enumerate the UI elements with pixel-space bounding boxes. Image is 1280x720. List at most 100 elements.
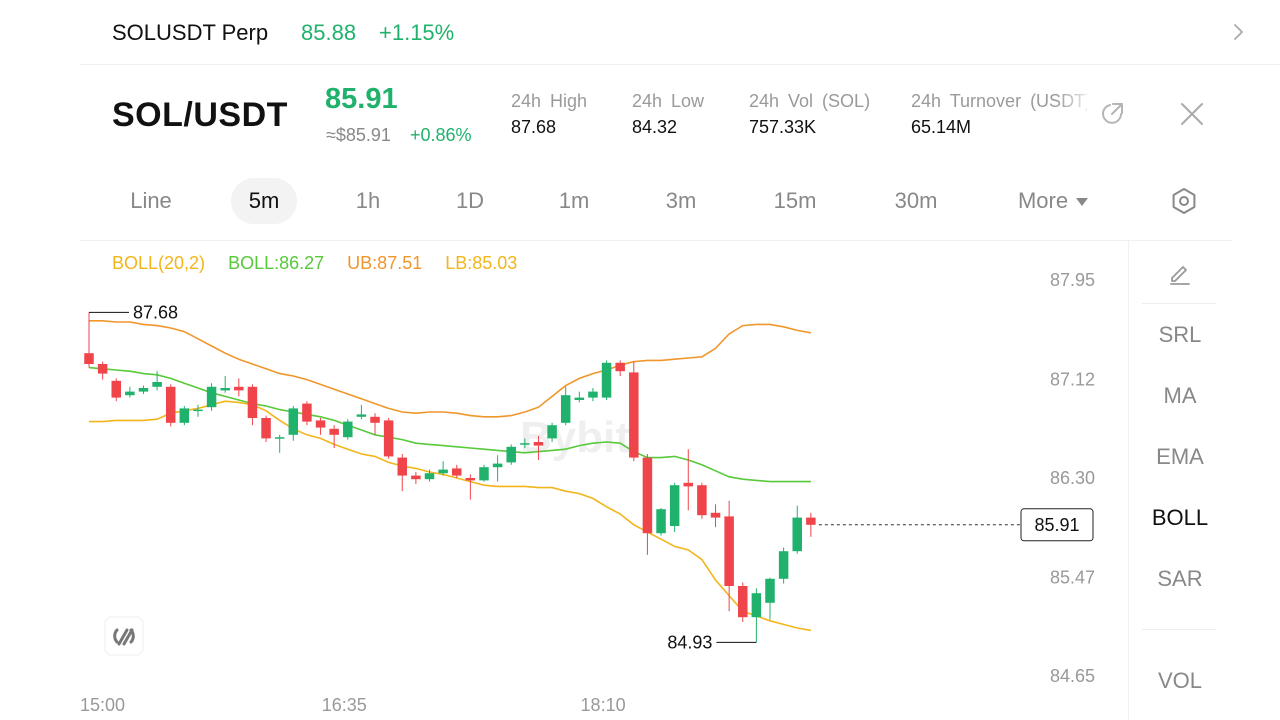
candle-body [806, 517, 816, 525]
candle [642, 454, 653, 555]
candle-body [206, 386, 217, 408]
candle-body [411, 475, 421, 480]
candle-body [724, 516, 734, 586]
candle [343, 419, 353, 440]
candle-body [615, 362, 625, 372]
tab-line[interactable]: Line [130, 188, 172, 213]
caret-down-icon [1076, 198, 1089, 207]
candle [697, 482, 707, 519]
candle [751, 588, 762, 643]
indicator-boll[interactable]: BOLL [1151, 505, 1209, 530]
candle-body [315, 420, 326, 428]
chart-top-border [80, 240, 1232, 241]
drawing-tools-button[interactable] [104, 616, 144, 656]
last-price: 85.91 [325, 83, 398, 115]
ticker-price: 85.88 [301, 20, 357, 45]
candle [356, 404, 367, 420]
candle-body [438, 469, 448, 474]
candle [806, 512, 816, 537]
candle-body [560, 395, 571, 423]
drawing-tools-icon [113, 628, 135, 646]
tab-1h[interactable]: 1h [355, 188, 381, 213]
pencil-icon[interactable] [1166, 258, 1194, 286]
candle [247, 384, 258, 426]
candles [84, 312, 816, 643]
candle [165, 384, 176, 427]
indicator-sidebar: SRL MA EMA BOLL SAR VOL [1130, 240, 1230, 720]
candle-body [370, 416, 380, 423]
candle [574, 391, 585, 403]
tab-15m[interactable]: 15m [773, 188, 817, 213]
candle [547, 422, 557, 442]
x-tick-label: 15:00 [80, 695, 125, 715]
candle [765, 577, 775, 620]
price-markers: 87.68 84.93 85.91 [89, 302, 1094, 652]
tab-more[interactable]: More [1006, 178, 1100, 224]
candlestick-chart[interactable]: Bybit 87.68 84.93 85.91 87.95 87.12 86.30 85.… [80, 240, 1128, 720]
stat-label: 24h Turnover (USDT) [911, 91, 1087, 111]
legend-boll-params: BOLL(20,2) [112, 253, 206, 273]
tab-1m[interactable]: 1m [558, 188, 590, 213]
candle-body [179, 408, 190, 423]
candle-body [547, 425, 557, 439]
stat-24h-volume: 24h Vol (SOL) 757.33K [749, 91, 870, 138]
candle [669, 482, 680, 532]
candle [465, 474, 476, 500]
candle-body [424, 473, 435, 480]
high-marker-label: 87.68 [133, 302, 178, 322]
indicator-vol[interactable]: VOL [1157, 668, 1203, 693]
sidebar-border [1128, 240, 1129, 720]
ticker-symbol: SOLUSDT Perp [112, 20, 269, 45]
indicator-sar[interactable]: SAR [1157, 566, 1203, 591]
candle-body [765, 578, 775, 603]
tab-3m[interactable]: 3m [665, 188, 697, 213]
candle-body [601, 362, 612, 398]
close-icon[interactable] [1178, 100, 1206, 128]
candle [492, 455, 503, 482]
tab-5m[interactable]: 5m [231, 178, 297, 224]
candle-body [574, 397, 585, 400]
candle [179, 406, 190, 426]
candle-body [479, 467, 489, 481]
tab-30m[interactable]: 30m [894, 188, 938, 213]
watermark: Bybit [520, 413, 630, 462]
candle-body [710, 512, 721, 518]
interval-tabs: Line 5m 1h 1D 1m 3m 15m 30m More [0, 176, 1280, 226]
stat-24h-turnover: 24h Turnover (USDT) 65.14M [911, 91, 1087, 138]
boll-upper-line [89, 320, 812, 418]
candle-body [111, 380, 121, 398]
low-marker-label: 84.93 [667, 632, 712, 652]
tab-1d[interactable]: 1D [455, 188, 485, 213]
candle-body [220, 388, 230, 391]
boll-lower-line [89, 400, 812, 632]
candle [520, 438, 530, 448]
candle-body [520, 443, 530, 445]
indicator-ma[interactable]: MA [1163, 383, 1197, 408]
candle [424, 469, 435, 482]
candle [629, 361, 639, 462]
candle-body [683, 482, 694, 487]
candle-body [274, 437, 285, 439]
market-header: SOL/USDT 85.91 ≈$85.91 +0.86% 24h High 8… [0, 66, 1280, 176]
stat-24h-low: 24h Low 84.32 [632, 91, 704, 138]
candle-body [588, 391, 598, 398]
candle [533, 436, 544, 460]
candle [302, 401, 312, 426]
last-price-label: 85.91 [1034, 515, 1079, 535]
y-tick-label: 85.47 [1050, 568, 1095, 588]
candle-body [656, 509, 666, 534]
indicator-ema[interactable]: EMA [1156, 444, 1204, 469]
indicator-srl[interactable]: SRL [1158, 322, 1202, 347]
candle [451, 464, 462, 478]
chevron-right-icon[interactable] [1226, 20, 1250, 44]
ticker-bar[interactable]: SOLUSDT Perp 85.88 +1.15% [0, 0, 1280, 66]
candle-body [97, 364, 108, 374]
share-icon[interactable] [1098, 100, 1126, 128]
legend-boll-ub: UB:87.51 [347, 253, 423, 273]
candle-body [642, 457, 653, 534]
settings-hexagon-icon[interactable] [1168, 185, 1200, 217]
candle-body [261, 418, 271, 439]
candle [125, 386, 135, 398]
chart-canvas[interactable]: Bybit 87.68 84.93 85.91 87.95 87.12 86.30 85.… [80, 240, 1128, 720]
candle-body [165, 386, 176, 423]
